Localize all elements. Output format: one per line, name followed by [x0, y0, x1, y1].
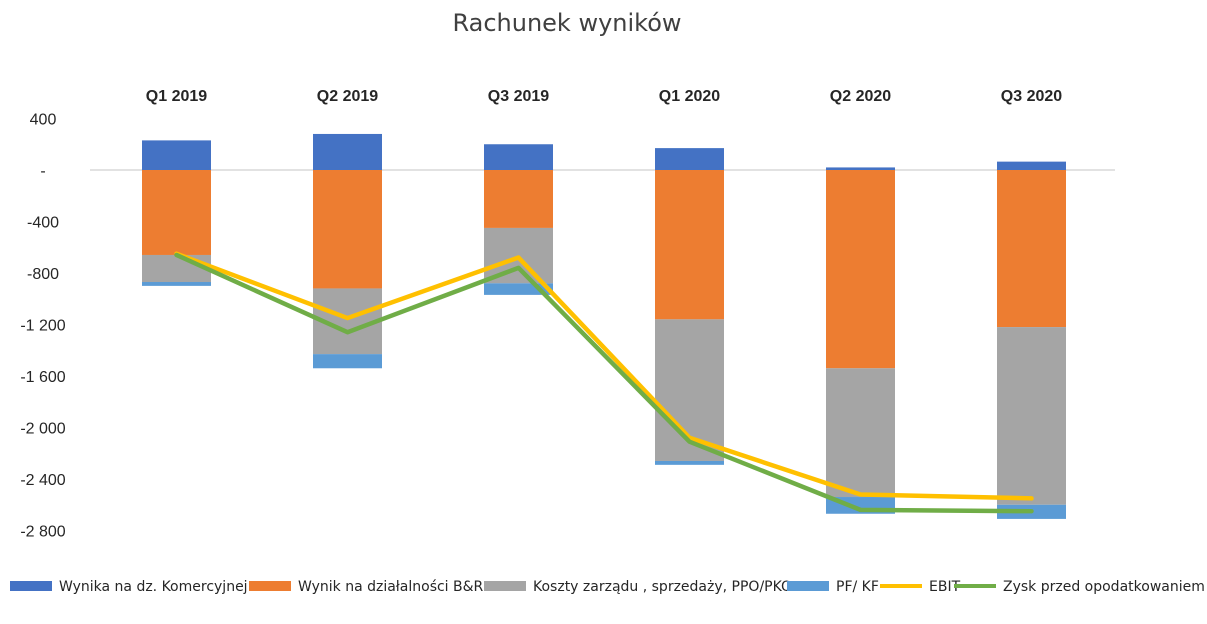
- category-label: Q2 2020: [830, 88, 891, 105]
- bar-segment: [313, 354, 382, 369]
- bar-segment: [484, 283, 553, 295]
- series-line: [174, 251, 1034, 501]
- y-axis: 400 - -400 -800 -1 200 -1 600 -2 000 -2 400 -2 8…: [20, 112, 65, 541]
- y-tick-label: 400: [30, 112, 57, 129]
- legend-label: Wynik na działalności B&R: [298, 579, 484, 595]
- bar-segment: [142, 170, 211, 255]
- y-tick-label: -800: [27, 266, 59, 283]
- bar-segment: [313, 170, 382, 289]
- legend-label: EBIT: [929, 579, 961, 595]
- bar-segment: [826, 167, 895, 170]
- bar-segment: [655, 460, 724, 465]
- bar-segment: [655, 148, 724, 170]
- legend: Wynika na dz. Komercyjnej Wynik na działa…: [10, 579, 1205, 595]
- series-lines: [174, 251, 1034, 514]
- legend-swatch: [249, 581, 291, 591]
- legend-swatch: [10, 581, 52, 591]
- category-label: Q1 2019: [146, 88, 207, 105]
- legend-label: Wynika na dz. Komercyjnej: [59, 579, 248, 595]
- legend-label: Zysk przed opodatkowaniem: [1003, 579, 1205, 595]
- y-tick-label: -2 400: [20, 472, 65, 489]
- y-tick-label: -400: [27, 215, 59, 232]
- y-tick-label: -2 000: [20, 421, 65, 438]
- bar-segment: [142, 282, 211, 286]
- bar-segment: [313, 133, 382, 170]
- y-tick-label: -2 800: [20, 524, 65, 541]
- bar-segment: [997, 170, 1066, 328]
- category-labels: Q1 2019 Q2 2019 Q3 2019 Q1 2020 Q2 2020 Q3 20…: [146, 88, 1062, 105]
- bar-segment: [484, 170, 553, 228]
- bar-segment: [826, 170, 895, 369]
- bar-segment: [484, 144, 553, 170]
- bar-segment: [655, 170, 724, 320]
- category-label: Q2 2019: [317, 88, 378, 105]
- bar-segment: [142, 140, 211, 170]
- y-tick-label: -1 600: [20, 369, 65, 386]
- chart-title: Rachunek wyników: [452, 9, 681, 37]
- bars: [142, 133, 1066, 519]
- y-tick-label: -: [40, 163, 45, 180]
- category-label: Q3 2020: [1001, 88, 1062, 105]
- bar-segment: [826, 368, 895, 498]
- legend-swatch: [484, 581, 526, 591]
- series-line: [174, 252, 1034, 514]
- bar-segment: [997, 327, 1066, 505]
- bar-segment: [142, 254, 211, 283]
- category-label: Q3 2019: [488, 88, 549, 105]
- y-tick-label: -1 200: [20, 318, 65, 335]
- bar-segment: [997, 161, 1066, 170]
- legend-label: Koszty zarządu , sprzedaży, PPO/PKO: [533, 579, 792, 595]
- legend-label: PF/ KF: [836, 579, 879, 595]
- category-label: Q1 2020: [659, 88, 720, 105]
- legend-swatch: [787, 581, 829, 591]
